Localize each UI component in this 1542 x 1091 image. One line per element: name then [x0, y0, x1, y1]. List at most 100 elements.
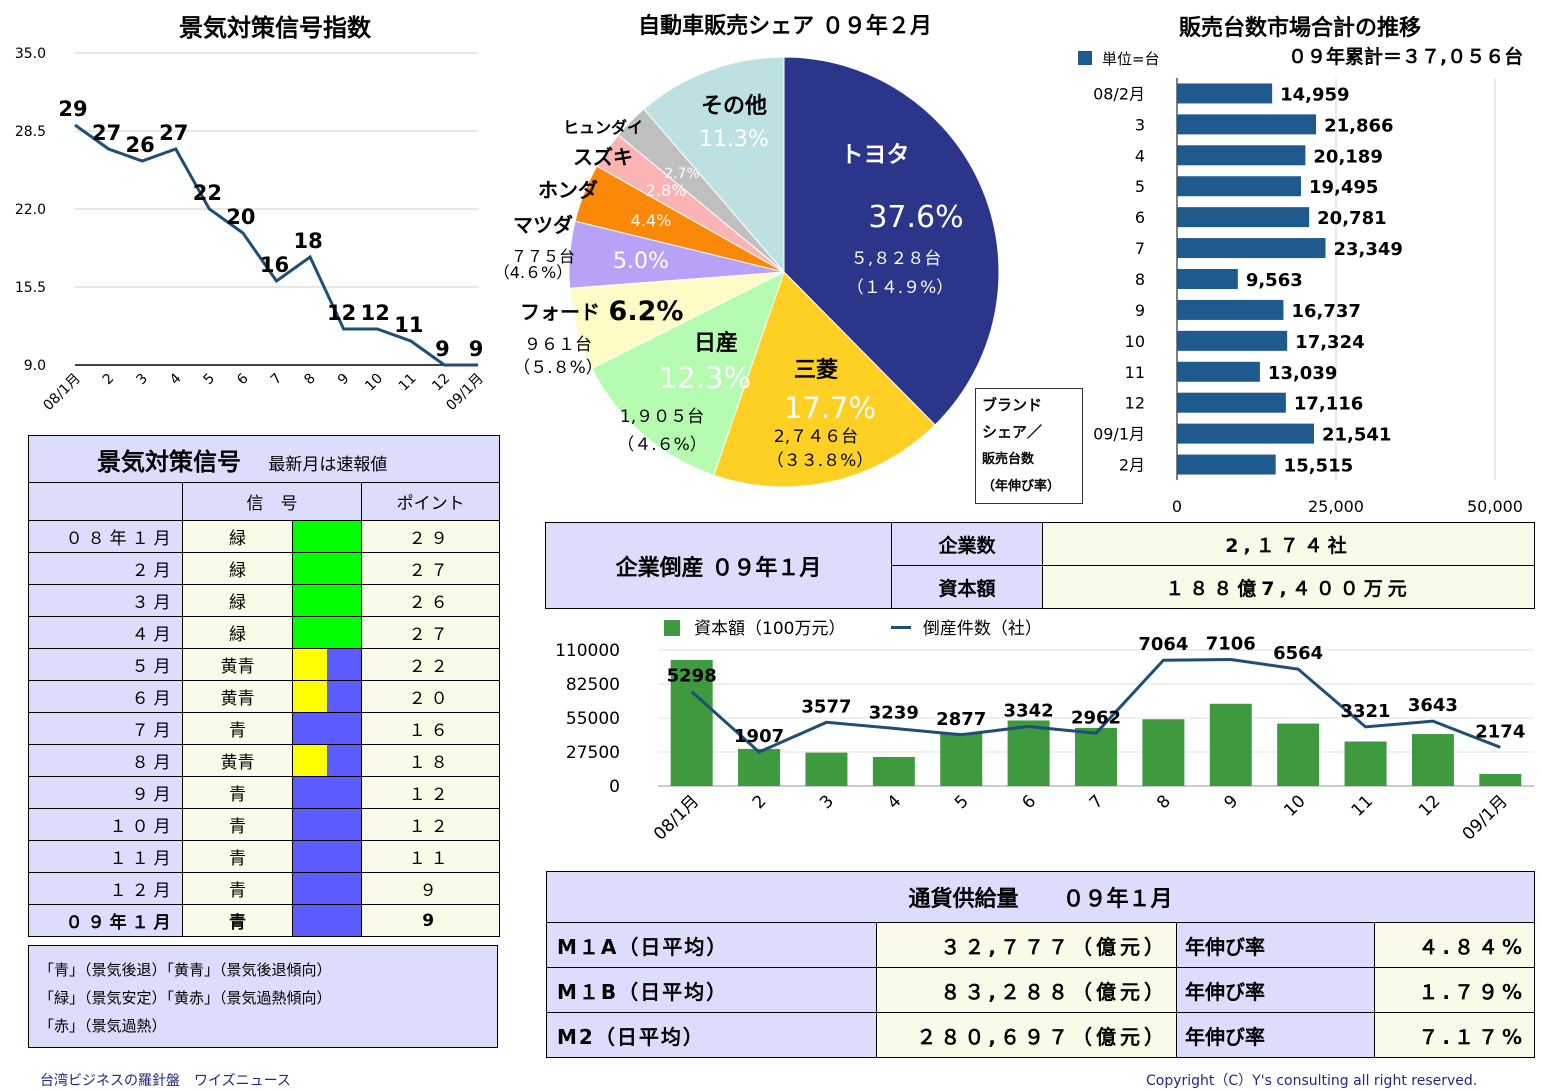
pie-label: 37.6%	[868, 200, 963, 235]
bar-value-label: 14,959	[1280, 84, 1349, 105]
signal-month: ０８年１月	[28, 520, 183, 553]
pie-label: 17.7%	[784, 391, 876, 425]
signal-table-header-signal: 信 号	[181, 482, 363, 521]
signal-light	[292, 904, 363, 937]
signal-legend-line: 「青」（景気後退）「黄青」（景気後退傾向）	[39, 961, 332, 979]
pie-label: ９６１台	[524, 335, 592, 355]
pie-label: 5.0%	[613, 249, 669, 274]
line-data-label: 2962	[1071, 707, 1121, 728]
signal-points: ２７	[361, 616, 500, 649]
bar-value-label: 9,563	[1246, 270, 1303, 291]
signal-row: １１月青 １１	[28, 840, 500, 873]
y-tick-label: 82500	[566, 675, 620, 695]
data-label: 12	[327, 301, 356, 325]
data-label: 16	[260, 253, 289, 277]
signal-legend-box: 「青」（景気後退）「黄青」（景気後退傾向） 「緑」（景気安定）「黄赤」（景気過熱…	[28, 945, 498, 1048]
signal-name: 緑	[181, 552, 294, 585]
sales-bar	[1177, 176, 1301, 197]
signal-name: 黄青	[181, 680, 294, 713]
x-tick-label: 09/1月	[443, 371, 486, 414]
signal-legend-line: 「赤」（景気過熱）	[39, 1017, 167, 1035]
pie-label: ホンダ	[538, 178, 598, 202]
pie-label: その他	[701, 94, 767, 119]
bar-value-label: 21,866	[1324, 115, 1393, 136]
bar-value-label: 17,324	[1295, 332, 1364, 353]
line-data-label: 3342	[1004, 701, 1054, 722]
money-rate-label: 年伸び率	[1176, 1012, 1375, 1058]
pie-label: （３３.８%）	[767, 451, 874, 471]
line-data-label: 5298	[667, 666, 717, 687]
line-data-label: 3577	[801, 696, 851, 717]
y-category-label: 4	[1135, 146, 1145, 165]
signal-month: ８月	[28, 744, 183, 777]
capital-bar	[872, 756, 915, 786]
pie-legend-line: 販売台数	[982, 452, 1035, 467]
pie-chart-title: 自動車販売シェア ０９年２月	[638, 14, 932, 39]
capital-bar	[1075, 727, 1117, 786]
signal-light-left	[293, 617, 328, 648]
pie-legend-line: シェア／	[982, 423, 1043, 441]
signal-row: ２月緑 ２７	[28, 552, 500, 585]
sales-bar-chart: 0 25,000 50,000 14,959 08/2月 21,866 3 20,189 4 19…	[1093, 78, 1523, 516]
x-tick-label: 50,000	[1467, 497, 1523, 516]
data-label: 27	[159, 121, 188, 145]
signal-light	[292, 520, 363, 553]
sales-chart-title: 販売台数市場合計の推移	[1178, 16, 1421, 41]
x-tick-label: 4	[167, 370, 185, 388]
signal-light	[292, 744, 363, 777]
signal-row: ０９年１月青 9	[28, 904, 500, 937]
signal-light	[292, 584, 363, 617]
sales-bar	[1177, 454, 1276, 475]
x-tick-label: 6	[234, 370, 252, 388]
sales-bar	[1177, 114, 1317, 135]
bar-value-label: 13,039	[1268, 363, 1337, 384]
sales-total: ０９年累計＝３７,０５６台	[1288, 46, 1524, 68]
pie-label: マツダ	[513, 213, 573, 237]
signal-light	[292, 616, 363, 649]
signal-light-left	[293, 649, 328, 680]
signal-points: ２６	[361, 584, 500, 617]
bar-value-label: 17,116	[1294, 394, 1363, 415]
footer-right: Copyright（C）Y's consulting all right res…	[1146, 1073, 1478, 1089]
y-tick-label: 0	[609, 777, 620, 797]
money-rate-label: 年伸び率	[1176, 922, 1375, 968]
signal-series-line	[74, 123, 478, 367]
pie-label: ５,８２８台	[851, 249, 941, 269]
signal-row: ６月 黄青 ２０	[28, 680, 500, 713]
signal-row: ０８年１月緑 ２９	[28, 520, 500, 553]
pie-label: 2.7%	[664, 166, 700, 182]
signal-name: 青	[181, 776, 294, 809]
signal-table-header-points: ポイント	[361, 482, 500, 521]
y-category-label: 08/2月	[1093, 84, 1145, 103]
signal-points: １２	[361, 776, 500, 809]
x-tick-label: 3	[816, 791, 838, 813]
pie-label: スズキ	[573, 145, 633, 169]
x-tick-label: 10	[362, 371, 386, 395]
bar-value-label: 19,495	[1309, 177, 1378, 198]
x-tick-label: 08/1月	[40, 371, 83, 414]
money-name: M2（日平均）	[546, 1012, 877, 1058]
pie-legend-line: （年伸び率）	[982, 479, 1061, 494]
y-category-label: 09/1月	[1093, 425, 1145, 444]
x-tick-label: 8	[301, 371, 319, 389]
pie-slice	[713, 271, 936, 488]
money-supply-row: M１B（日平均） ８３,２８８（億元） 年伸び率 １.７９%	[546, 967, 1535, 1013]
signal-row: ７月青 １６	[28, 712, 500, 745]
line-data-label: 3239	[869, 702, 919, 723]
x-tick-label: 12	[429, 371, 453, 395]
signal-row: １０月青 １２	[28, 808, 500, 841]
legend-label-capital: 資本額（100万元）	[694, 619, 846, 639]
y-tick-label: 28.5	[15, 124, 46, 140]
x-tick-label: 8	[1153, 791, 1175, 813]
sales-bar	[1177, 269, 1238, 289]
signal-month: ６月	[28, 680, 183, 713]
signal-chart-title: 景気対策信号指数	[179, 14, 371, 42]
signal-row: ８月 黄青 １８	[28, 744, 500, 777]
signal-name: 緑	[181, 584, 294, 617]
signal-light-left	[293, 905, 328, 936]
signal-row: １２月青 ９	[28, 872, 500, 905]
signal-light-left	[293, 585, 328, 616]
x-tick-label: 10	[1280, 791, 1309, 820]
